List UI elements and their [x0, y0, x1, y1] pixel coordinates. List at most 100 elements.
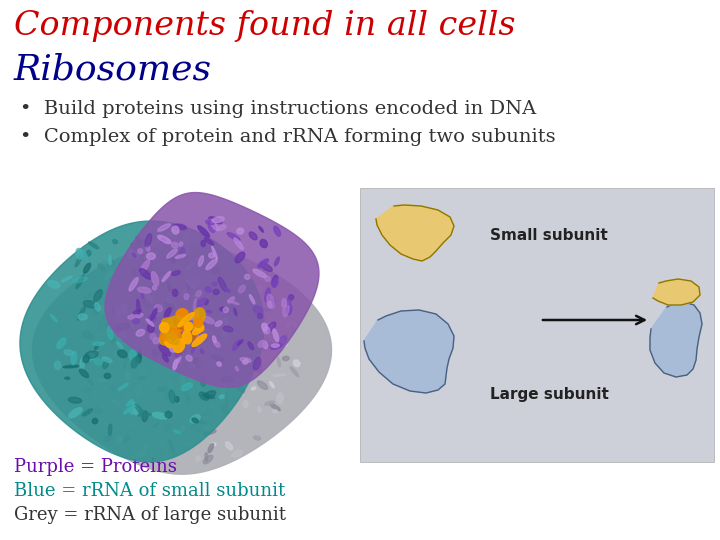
- Ellipse shape: [64, 350, 73, 355]
- Ellipse shape: [258, 407, 261, 413]
- Ellipse shape: [104, 434, 112, 442]
- Text: •  Complex of protein and rRNA forming two subunits: • Complex of protein and rRNA forming tw…: [20, 128, 556, 146]
- Ellipse shape: [137, 299, 140, 314]
- Ellipse shape: [131, 357, 139, 368]
- Ellipse shape: [80, 302, 87, 308]
- Polygon shape: [20, 221, 264, 462]
- Ellipse shape: [163, 332, 170, 337]
- Text: Ribosomes: Ribosomes: [14, 52, 212, 86]
- Ellipse shape: [207, 313, 217, 317]
- Ellipse shape: [127, 293, 130, 299]
- Ellipse shape: [175, 254, 186, 258]
- Ellipse shape: [168, 332, 176, 340]
- Ellipse shape: [233, 340, 240, 350]
- Ellipse shape: [181, 298, 186, 305]
- Ellipse shape: [197, 336, 204, 342]
- Ellipse shape: [258, 314, 263, 319]
- Ellipse shape: [204, 430, 216, 435]
- Ellipse shape: [81, 388, 93, 393]
- Ellipse shape: [173, 360, 178, 370]
- Ellipse shape: [166, 330, 175, 339]
- Ellipse shape: [282, 299, 287, 308]
- Ellipse shape: [208, 221, 215, 233]
- Ellipse shape: [194, 357, 199, 364]
- Ellipse shape: [176, 340, 179, 344]
- Ellipse shape: [233, 378, 241, 381]
- Ellipse shape: [196, 456, 200, 461]
- Ellipse shape: [153, 338, 159, 344]
- Ellipse shape: [265, 401, 274, 405]
- Ellipse shape: [102, 357, 112, 362]
- Ellipse shape: [129, 278, 138, 291]
- Ellipse shape: [83, 355, 89, 362]
- Ellipse shape: [132, 402, 137, 409]
- Ellipse shape: [117, 258, 125, 269]
- Ellipse shape: [124, 406, 135, 414]
- Ellipse shape: [138, 350, 141, 363]
- Ellipse shape: [194, 345, 201, 351]
- Ellipse shape: [186, 355, 192, 361]
- Ellipse shape: [212, 217, 224, 222]
- Ellipse shape: [112, 307, 115, 315]
- Ellipse shape: [202, 394, 215, 399]
- Ellipse shape: [207, 404, 210, 409]
- Ellipse shape: [210, 220, 218, 231]
- Ellipse shape: [183, 442, 192, 446]
- Ellipse shape: [144, 255, 149, 260]
- Ellipse shape: [147, 253, 156, 260]
- Ellipse shape: [176, 309, 188, 320]
- Ellipse shape: [122, 305, 127, 313]
- Ellipse shape: [162, 318, 174, 326]
- Ellipse shape: [238, 340, 243, 346]
- Ellipse shape: [156, 313, 163, 316]
- Ellipse shape: [260, 262, 272, 272]
- Ellipse shape: [68, 397, 81, 403]
- Ellipse shape: [220, 307, 226, 312]
- Ellipse shape: [145, 293, 153, 302]
- Ellipse shape: [148, 281, 161, 291]
- Ellipse shape: [129, 350, 136, 360]
- Ellipse shape: [186, 284, 190, 289]
- Ellipse shape: [180, 324, 186, 329]
- Ellipse shape: [262, 323, 268, 331]
- Ellipse shape: [119, 322, 125, 327]
- Ellipse shape: [217, 292, 230, 299]
- Ellipse shape: [188, 331, 193, 341]
- Ellipse shape: [186, 262, 194, 271]
- Ellipse shape: [189, 364, 195, 369]
- Ellipse shape: [158, 235, 171, 244]
- Ellipse shape: [244, 363, 254, 369]
- Ellipse shape: [153, 423, 159, 427]
- Ellipse shape: [167, 316, 184, 327]
- Ellipse shape: [180, 426, 185, 431]
- Ellipse shape: [253, 270, 264, 280]
- Ellipse shape: [165, 354, 174, 360]
- Ellipse shape: [186, 279, 194, 288]
- Text: Small subunit: Small subunit: [490, 227, 608, 242]
- Ellipse shape: [232, 398, 238, 403]
- Ellipse shape: [192, 418, 198, 423]
- Ellipse shape: [220, 395, 224, 399]
- Ellipse shape: [117, 342, 122, 348]
- Ellipse shape: [190, 415, 200, 423]
- Ellipse shape: [185, 249, 189, 256]
- Ellipse shape: [271, 343, 282, 349]
- Ellipse shape: [79, 324, 87, 329]
- Ellipse shape: [217, 324, 223, 330]
- Ellipse shape: [170, 324, 181, 335]
- Ellipse shape: [200, 344, 207, 350]
- Ellipse shape: [184, 235, 190, 249]
- Ellipse shape: [237, 228, 243, 234]
- Ellipse shape: [132, 319, 139, 323]
- Ellipse shape: [212, 246, 217, 259]
- Ellipse shape: [157, 387, 167, 391]
- Ellipse shape: [205, 287, 211, 292]
- Ellipse shape: [223, 326, 233, 332]
- Ellipse shape: [208, 403, 213, 412]
- Ellipse shape: [186, 333, 192, 339]
- Ellipse shape: [233, 364, 239, 370]
- Ellipse shape: [138, 376, 145, 380]
- Ellipse shape: [80, 357, 85, 370]
- Ellipse shape: [183, 323, 191, 340]
- Ellipse shape: [136, 236, 140, 244]
